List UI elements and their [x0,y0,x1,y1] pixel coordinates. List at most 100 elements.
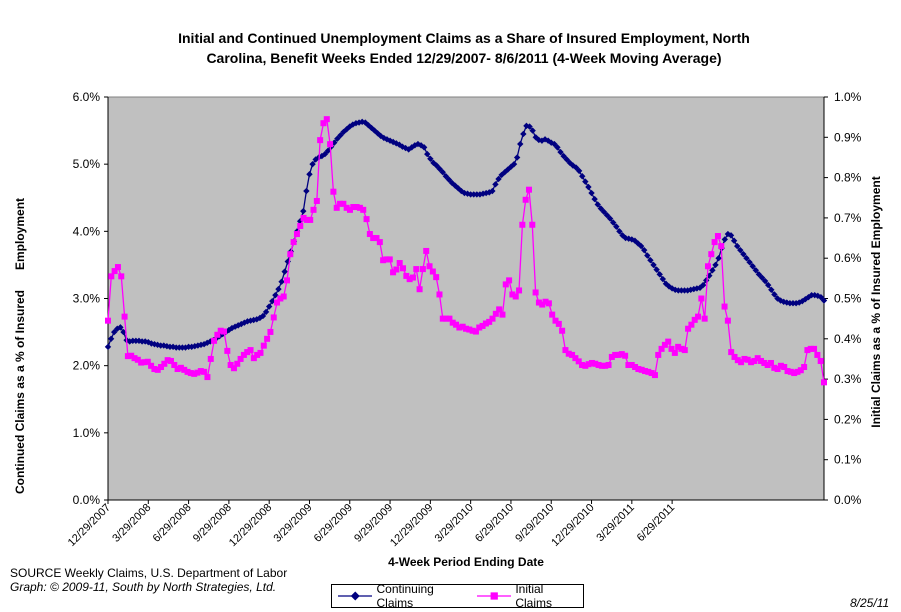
data-point [582,362,589,369]
data-point [767,359,774,366]
data-point [278,278,285,285]
legend-swatch-continuing [338,591,373,601]
data-point [572,355,579,362]
legend-swatch-initial [476,592,512,600]
data-point [439,169,446,176]
data-point [334,135,341,142]
y-left-tick-label: 1.0% [73,426,101,440]
y-right-tick-label: 0.5% [834,292,862,306]
data-point [296,218,304,225]
data-point [403,272,410,279]
data-point [350,204,357,211]
data-point [244,349,251,356]
data-point [277,295,284,302]
data-point [259,312,267,320]
data-point [107,335,115,342]
data-point [575,167,583,175]
data-point [111,268,118,275]
data-point [761,277,769,285]
data-point [552,317,559,324]
data-point [492,310,499,317]
data-point [390,269,397,276]
data-point [227,361,234,368]
data-point [486,318,493,325]
data-point [523,122,530,130]
data-point [423,247,430,254]
data-point [337,200,344,207]
data-point [539,301,546,308]
data-point [632,364,639,371]
data-point [738,359,745,366]
data-point [264,335,271,342]
data-point [783,299,791,306]
data-point [774,366,781,373]
data-point [794,368,801,375]
data-point [675,343,682,350]
data-point [579,361,586,368]
x-tick-label: 12/29/2008 [227,502,274,549]
data-point [230,365,237,372]
data-point [400,265,407,272]
data-point [804,347,811,354]
data-point [606,215,614,222]
data-point [393,140,400,147]
data-point [529,127,536,134]
data-point [459,323,466,330]
data-point [618,351,625,358]
data-point [141,359,148,366]
data-point [110,328,118,336]
data-point [591,195,598,203]
data-point [151,366,158,373]
x-tick-label: 12/29/2009 [388,502,435,549]
data-point [426,263,433,270]
data-point [579,173,586,180]
data-point [517,140,524,148]
data-point [272,291,279,299]
graph-credit: Graph: © 2009-11, South by North Strateg… [10,580,277,594]
data-point [541,136,549,143]
data-point [704,263,711,270]
data-point [489,315,496,322]
data-point [592,360,599,367]
data-point [780,298,787,306]
data-point [791,370,798,377]
data-point [622,234,629,242]
data-point [201,368,208,375]
data-point [340,200,347,207]
y-right-tick-label: 0.1% [834,453,862,467]
data-point [512,293,519,300]
data-point [698,295,705,302]
data-point [638,366,645,373]
data-point [191,370,198,377]
data-point [730,237,738,244]
data-point [595,361,602,368]
data-point [542,298,549,305]
data-point [709,267,716,274]
data-point [360,206,367,213]
data-point [482,320,489,327]
data-point [554,144,561,151]
data-point [613,223,620,230]
data-point [588,189,595,197]
data-point [290,239,297,246]
data-point [671,349,678,356]
data-point [519,221,526,228]
data-point [637,242,645,250]
data-point [200,340,208,348]
data-point [105,317,111,324]
data-point [513,154,521,161]
data-point [748,359,755,366]
data-point [496,306,503,313]
data-point [303,216,310,223]
data-point [257,349,264,356]
data-point [622,352,629,359]
data-point [362,119,369,126]
data-point [754,355,761,362]
data-point [293,231,300,238]
data-point [529,221,536,228]
x-axis-title: 4-Week Period Ending Date [388,555,544,569]
data-point [312,156,319,163]
data-point [526,123,533,130]
data-point [764,361,771,368]
data-point [108,273,115,280]
